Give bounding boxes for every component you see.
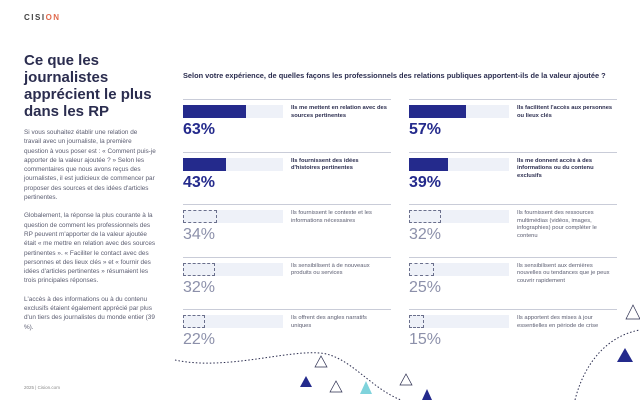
result-label: Ils offrent des angles narratifs uniques [291, 315, 367, 329]
result-label: Ils fournissent des ressources multimédi… [517, 210, 597, 239]
result-label: Ils fournissent des idées d'histoires pe… [291, 157, 359, 172]
bar-track [409, 262, 509, 276]
bar-track [183, 105, 283, 118]
result-percentage: 32% [409, 226, 442, 243]
bar-track [409, 315, 509, 328]
bar-fill [183, 210, 217, 223]
triangle-icon [399, 373, 413, 386]
bar-track [183, 157, 283, 171]
footer: 2025 | Cision.com [24, 385, 60, 390]
triangle-icon [422, 389, 432, 400]
result-percentage: 43% [183, 173, 216, 191]
bar-track [183, 210, 283, 223]
bar-fill [409, 262, 434, 276]
result-percentage: 32% [183, 278, 216, 296]
bar-fill [183, 105, 246, 118]
bar-track [409, 105, 509, 118]
result-percentage: 63% [183, 121, 216, 138]
result-item: Ils fournissent des ressources multimédi… [409, 204, 617, 254]
bar-track [409, 210, 509, 223]
result-label: Ils sensibilisent aux dernières nouvelle… [517, 262, 610, 284]
bar-fill [409, 210, 441, 223]
triangle-icon [300, 376, 312, 387]
page-title: Ce que les journalistes apprécient le pl… [24, 52, 152, 120]
bar-track [183, 262, 283, 276]
result-label: Ils fournissent le contexte et les infor… [291, 210, 372, 224]
paragraph: Si vous souhaitez établir une relation d… [24, 129, 156, 202]
triangle-icon [329, 380, 343, 393]
result-label: Ils me mettent en relation avec des sour… [291, 105, 388, 119]
result-label: Ils apportent des mises à jour essentiel… [517, 315, 599, 329]
survey-question: Selon votre expérience, de quelles façon… [183, 71, 606, 80]
result-percentage: 34% [183, 226, 216, 243]
bar-track [183, 315, 283, 328]
result-item: Ils fournissent le contexte et les infor… [183, 204, 391, 254]
bar-fill [409, 315, 424, 328]
result-item: Ils apportent des mises à jour essentiel… [409, 309, 617, 359]
result-percentage: 25% [409, 278, 442, 296]
result-item: Ils me mettent en relation avec des sour… [183, 99, 391, 149]
cision-logo: CISION [24, 13, 61, 22]
result-item: Ils me donnent accès à des informations … [409, 151, 617, 202]
triangle-icon [625, 304, 640, 320]
result-label: Ils me donnent accès à des informations … [517, 157, 594, 179]
result-percentage: 15% [409, 331, 442, 348]
bar-track [409, 157, 509, 171]
bar-fill [183, 262, 215, 276]
paragraph: L'accès à des informations ou à du conte… [24, 295, 155, 331]
result-percentage: 22% [183, 331, 216, 348]
paragraph: Globalement, la réponse la plus courante… [24, 212, 156, 285]
result-label: Ils facilitent l'accès aux personnes ou … [517, 105, 613, 119]
result-item: Ils offrent des angles narratifs uniques… [183, 309, 391, 359]
result-item: Ils facilitent l'accès aux personnes ou … [409, 99, 617, 149]
triangle-icon [617, 348, 633, 362]
result-label: Ils sensibilisent à de nouveaux produits… [291, 262, 370, 277]
bar-fill [183, 315, 205, 328]
triangle-icon [360, 381, 372, 394]
result-item: Ils sensibilisent aux dernières nouvelle… [409, 256, 617, 307]
result-item: Ils fournissent des idées d'histoires pe… [183, 151, 391, 202]
bar-fill [409, 157, 448, 171]
result-percentage: 57% [409, 121, 442, 138]
intro-text: Si vous souhaitez établir une relation d… [24, 128, 156, 341]
triangle-icon [314, 355, 328, 368]
bar-fill [183, 157, 226, 171]
result-item: Ils sensibilisent à de nouveaux produits… [183, 256, 391, 307]
result-percentage: 39% [409, 173, 442, 191]
bar-fill [409, 105, 466, 118]
